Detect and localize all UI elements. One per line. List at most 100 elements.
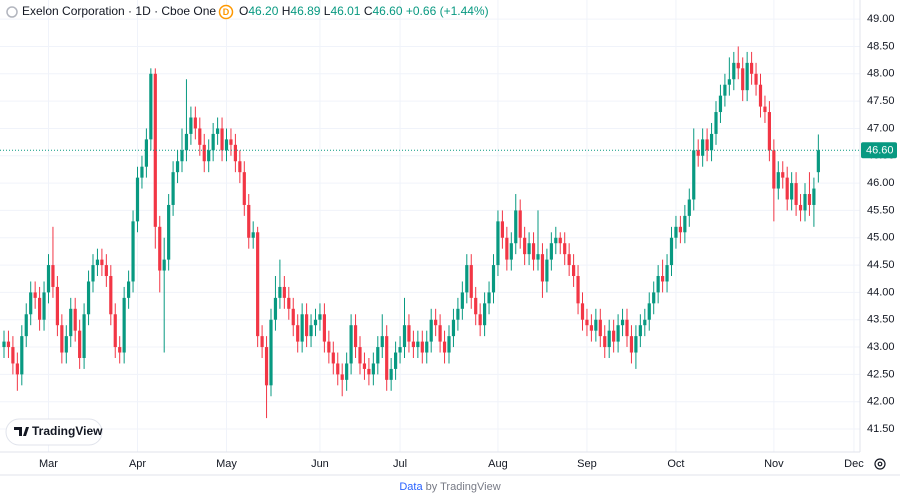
candle-body (469, 265, 473, 298)
candle-body (6, 341, 11, 348)
candle-body (158, 226, 162, 271)
candle-body (362, 363, 367, 369)
candle-body (732, 62, 736, 80)
candle-body (171, 172, 175, 205)
candle-body (496, 221, 500, 266)
candle-body (95, 259, 100, 266)
logo-text: TradingView (32, 424, 103, 438)
candle-body (278, 286, 282, 298)
candle-body (465, 265, 469, 293)
ohlc-key: L (324, 4, 331, 18)
candle-body (51, 265, 55, 287)
candle-body (175, 161, 180, 173)
candle-body (135, 177, 140, 222)
candle-body (527, 243, 531, 255)
y-tick-label: 46.00 (867, 177, 895, 189)
candle-body (674, 226, 678, 238)
candle-body (603, 336, 607, 348)
candle-body (251, 232, 255, 238)
candle-body (398, 347, 402, 353)
candle-body (38, 297, 42, 320)
candle-body (429, 319, 433, 342)
logo-box (5, 418, 103, 446)
candle-body (273, 297, 278, 320)
candle-body (638, 325, 642, 337)
candle-body (794, 183, 798, 205)
candle-body (371, 363, 375, 375)
candle-body (313, 319, 318, 326)
y-tick-label: 44.00 (867, 286, 895, 298)
candle-body (420, 341, 424, 353)
x-tick-label: Jul (393, 458, 407, 470)
candle-body (803, 194, 807, 211)
candle-body (620, 319, 625, 326)
y-tick-label: 45.00 (867, 232, 895, 244)
candle-body (540, 254, 545, 282)
candle-body (434, 319, 438, 326)
candle-body (460, 292, 464, 309)
candle-body (153, 73, 157, 227)
candle-body (198, 128, 202, 145)
candle-body (149, 73, 153, 140)
y-tick-label: 41.50 (867, 423, 895, 435)
candle-body (20, 336, 24, 375)
candle-body (563, 243, 567, 255)
candle-body (407, 325, 411, 342)
candle-body (122, 297, 126, 353)
candle-body (220, 128, 224, 151)
candle-body (643, 319, 647, 326)
symbol-title: Exelon Corporation · 1D · Cboe One (22, 4, 216, 18)
candle-body (247, 204, 251, 238)
candle-body (340, 374, 344, 380)
candle-body (309, 325, 313, 337)
candle-body (336, 363, 340, 375)
candle-body (131, 221, 135, 282)
candle-body (647, 303, 651, 320)
candle-body (549, 243, 553, 260)
candle-body (536, 254, 540, 260)
candle-body (269, 319, 273, 386)
candle-body (518, 210, 522, 238)
candle-body (300, 314, 304, 342)
candle-body (816, 150, 820, 173)
candle-body (567, 254, 571, 266)
x-tick-label: Apr (129, 458, 146, 470)
candle-body (358, 347, 362, 364)
candle-body (425, 341, 429, 353)
candle-body (100, 259, 104, 266)
candle-body (629, 336, 634, 353)
footer-text: by TradingView (426, 481, 501, 493)
candle-body (345, 363, 349, 380)
candle-body (229, 139, 233, 145)
candle-body (42, 292, 46, 320)
badge: D (223, 7, 230, 17)
candle-body (741, 68, 745, 91)
candle-body (456, 308, 460, 320)
candle-body (287, 297, 291, 309)
candle-body (82, 314, 86, 358)
candle-body (216, 128, 220, 134)
candle-body (349, 325, 353, 364)
settings[interactable] (874, 458, 886, 470)
candle-body (260, 336, 264, 348)
logo[interactable]: TradingView (5, 418, 103, 446)
candle-body (305, 314, 309, 337)
footer-link[interactable]: Data (399, 481, 423, 493)
candle-body (585, 319, 589, 326)
candle-body (500, 221, 504, 238)
logo-mark (14, 427, 29, 436)
candle-body (180, 150, 184, 162)
candle-body (331, 352, 335, 364)
candle-body (701, 139, 705, 156)
change: +0.66 (+1.44%) (406, 4, 489, 18)
candle-body (807, 194, 812, 205)
candle-body (589, 325, 593, 331)
candle-body (607, 330, 611, 348)
x-tick-label: Dec (844, 458, 864, 470)
candle-body (318, 314, 322, 320)
candle-body (683, 215, 687, 233)
candle-body (687, 199, 691, 216)
candle-body (118, 347, 122, 353)
candle-body (322, 314, 326, 342)
